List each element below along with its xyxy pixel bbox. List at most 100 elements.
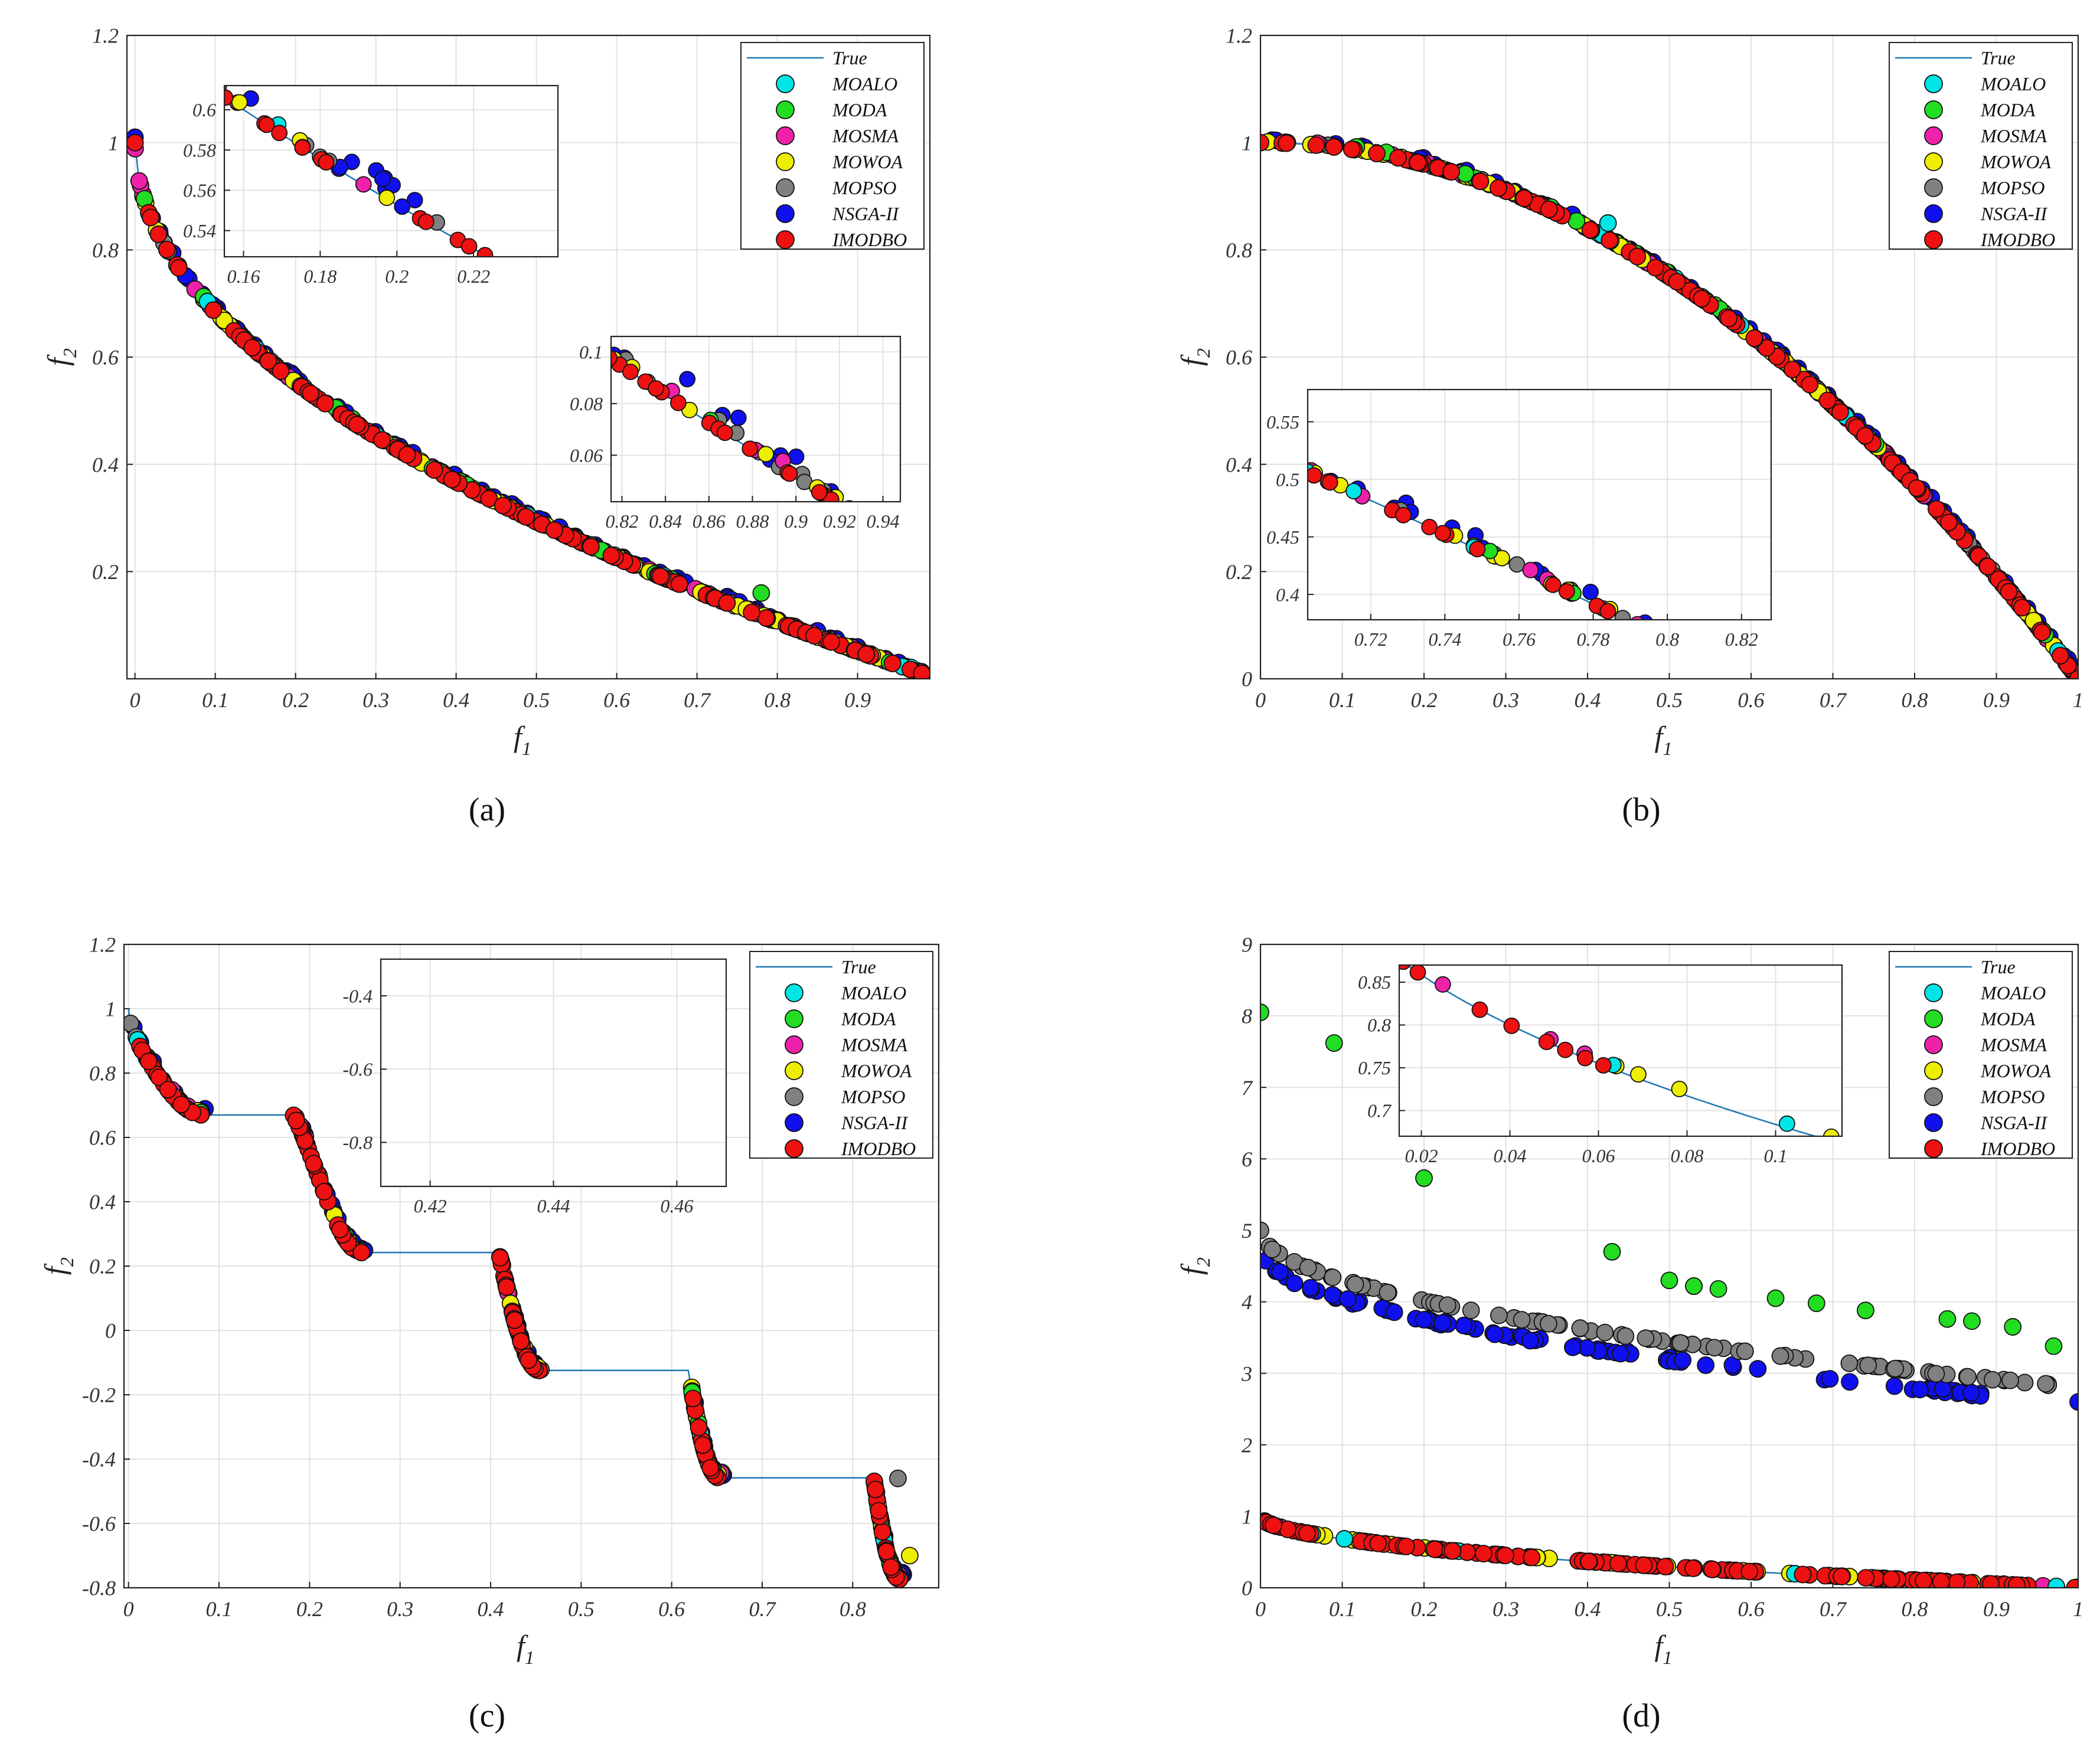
legend-swatch-mopso — [776, 178, 795, 197]
subplot-caption: (d) — [1622, 1698, 1660, 1734]
point-nsga-ii — [1821, 1370, 1839, 1388]
y-tick-label: 0.08 — [570, 393, 603, 414]
x-tick-label: 0.8 — [1902, 1597, 1928, 1621]
point-imodbo — [1693, 290, 1711, 308]
y-tick-label: 0.2 — [1226, 560, 1252, 584]
point-mopso — [1927, 1365, 1945, 1383]
point-mopso — [889, 1469, 907, 1487]
point-mosma — [130, 172, 148, 190]
point-moda — [1766, 1289, 1785, 1307]
legend-label: True — [1981, 956, 2016, 977]
point-moalo — [1345, 483, 1362, 499]
plot-area — [127, 128, 930, 679]
point-imodbo — [670, 575, 688, 593]
legend-label: NSGA-II — [841, 1112, 908, 1133]
legend-label: True — [832, 47, 867, 68]
axes-frame — [1259, 943, 2079, 1589]
legend-swatch-imodbo — [776, 230, 795, 249]
y-tick-label: -0.6 — [82, 1512, 116, 1536]
y-tick-label: 0.56 — [183, 180, 216, 201]
point-imodbo — [1758, 339, 1775, 357]
legend-swatch-moda — [776, 100, 795, 119]
point-mopso — [1705, 1339, 1723, 1357]
legend-swatch-moda — [1924, 1009, 1943, 1028]
point-imodbo — [2069, 670, 2078, 679]
point-moda — [752, 584, 770, 602]
point-imodbo — [139, 1052, 158, 1071]
legend-swatch-moalo — [785, 983, 804, 1002]
point-imodbo — [127, 133, 144, 152]
x-tick-label: 0 — [1255, 688, 1266, 712]
point-imodbo — [1668, 273, 1686, 291]
point-imodbo — [417, 213, 435, 230]
point-mopso — [1346, 1276, 1364, 1293]
point-imodbo — [690, 1418, 708, 1437]
y-tick-label: 0.6 — [192, 99, 216, 120]
inset-a-2: 0.82 0.84 0.86 0.88 0.9 0.92 0.94 0.06 0.08 0.1 — [570, 335, 902, 532]
point-mowoa — [1494, 550, 1510, 567]
point-mowoa — [1671, 1080, 1688, 1097]
x-tick-label: 0.1 — [1329, 688, 1356, 712]
legend-label: MOALO — [841, 982, 906, 1003]
x-tick-label: 0.82 — [605, 511, 638, 532]
inset-d-1: 0.02 0.04 0.06 0.08 0.1 0.7 0.75 0.8 0.85 — [1358, 964, 1843, 1166]
point-imodbo — [1343, 140, 1361, 158]
point-mopso — [1959, 1368, 1977, 1386]
legend-swatch-moda — [785, 1009, 804, 1028]
legend-label: IMODBO — [1980, 229, 2055, 250]
legend: True MOALO MODA MOSMA MOWOA MOPSO NSGA-II IMODB… — [1889, 42, 2073, 250]
point-imodbo — [1833, 1568, 1851, 1585]
y-tick-label: 0.85 — [1358, 972, 1391, 993]
point-imodbo — [1982, 1575, 2000, 1588]
legend-label: MOWOA — [1980, 151, 2052, 172]
point-imodbo — [287, 1111, 305, 1130]
point-imodbo — [602, 547, 620, 565]
legend-swatch-mopso — [785, 1087, 804, 1106]
legend-label: MOALO — [1980, 73, 2046, 94]
point-imodbo — [302, 384, 320, 403]
y-tick-label: 5 — [1242, 1219, 1252, 1242]
x-tick-label: 0.72 — [1354, 629, 1387, 650]
point-imodbo — [272, 362, 290, 380]
x-tick-label: 0.04 — [1494, 1145, 1527, 1166]
legend-swatch-imodbo — [785, 1139, 804, 1158]
x-tick-label: 0 — [130, 688, 141, 712]
y-tick-label: 0 — [1242, 668, 1252, 691]
point-imodbo — [1325, 138, 1343, 156]
x-tick-label: 0.3 — [362, 688, 389, 712]
point-mopso — [2001, 1371, 2019, 1389]
point-mopso — [1671, 1334, 1690, 1352]
point-moda — [1660, 1271, 1678, 1290]
point-imodbo — [2013, 599, 2031, 617]
point-imodbo — [1389, 149, 1407, 167]
y-tick-label: 9 — [1242, 933, 1252, 957]
legend-label: MOPSO — [1980, 1086, 2045, 1107]
x-tick-label: 0.2 — [1411, 1597, 1438, 1621]
point-imodbo — [1656, 1558, 1674, 1575]
inset-a-1: 0.16 0.18 0.2 0.22 0.54 0.56 0.58 0.6 — [183, 84, 559, 287]
point-imodbo — [1684, 1559, 1702, 1577]
legend-label: IMODBO — [832, 229, 907, 250]
y-tick-label: 0.45 — [1266, 527, 1299, 548]
point-mosma — [1434, 976, 1451, 993]
point-imodbo — [1577, 1049, 1593, 1067]
point-mosma — [1630, 616, 1645, 620]
x-tick-label: 0.88 — [736, 511, 769, 532]
x-axis-label-sub: 1 — [1663, 738, 1672, 759]
x-tick-label: 0.1 — [206, 1597, 233, 1621]
point-nsga-ii — [1415, 1310, 1433, 1329]
point-nsga-ii — [679, 371, 696, 388]
x-tick-label: 0.8 — [764, 688, 791, 712]
point-moda — [1603, 1242, 1621, 1261]
point-nsga-ii — [1285, 1274, 1304, 1293]
point-moda — [1415, 1169, 1433, 1187]
x-tick-label: 0.82 — [1725, 629, 1758, 650]
axes-frame — [380, 958, 727, 1188]
y-tick-label: 0 — [1242, 1577, 1252, 1600]
subplot-c: 0 0.1 0.2 0.3 0.4 0.5 0.6 0.7 0.8 -0.8 -0.6 -0.4 -0.… — [38, 933, 940, 1734]
x-tick-label: 0.92 — [823, 511, 856, 532]
axes-frame — [1259, 34, 2079, 680]
legend-swatch-mosma — [776, 126, 795, 145]
point-imodbo — [1540, 200, 1558, 218]
x-tick-label: 0.1 — [1329, 1597, 1356, 1621]
